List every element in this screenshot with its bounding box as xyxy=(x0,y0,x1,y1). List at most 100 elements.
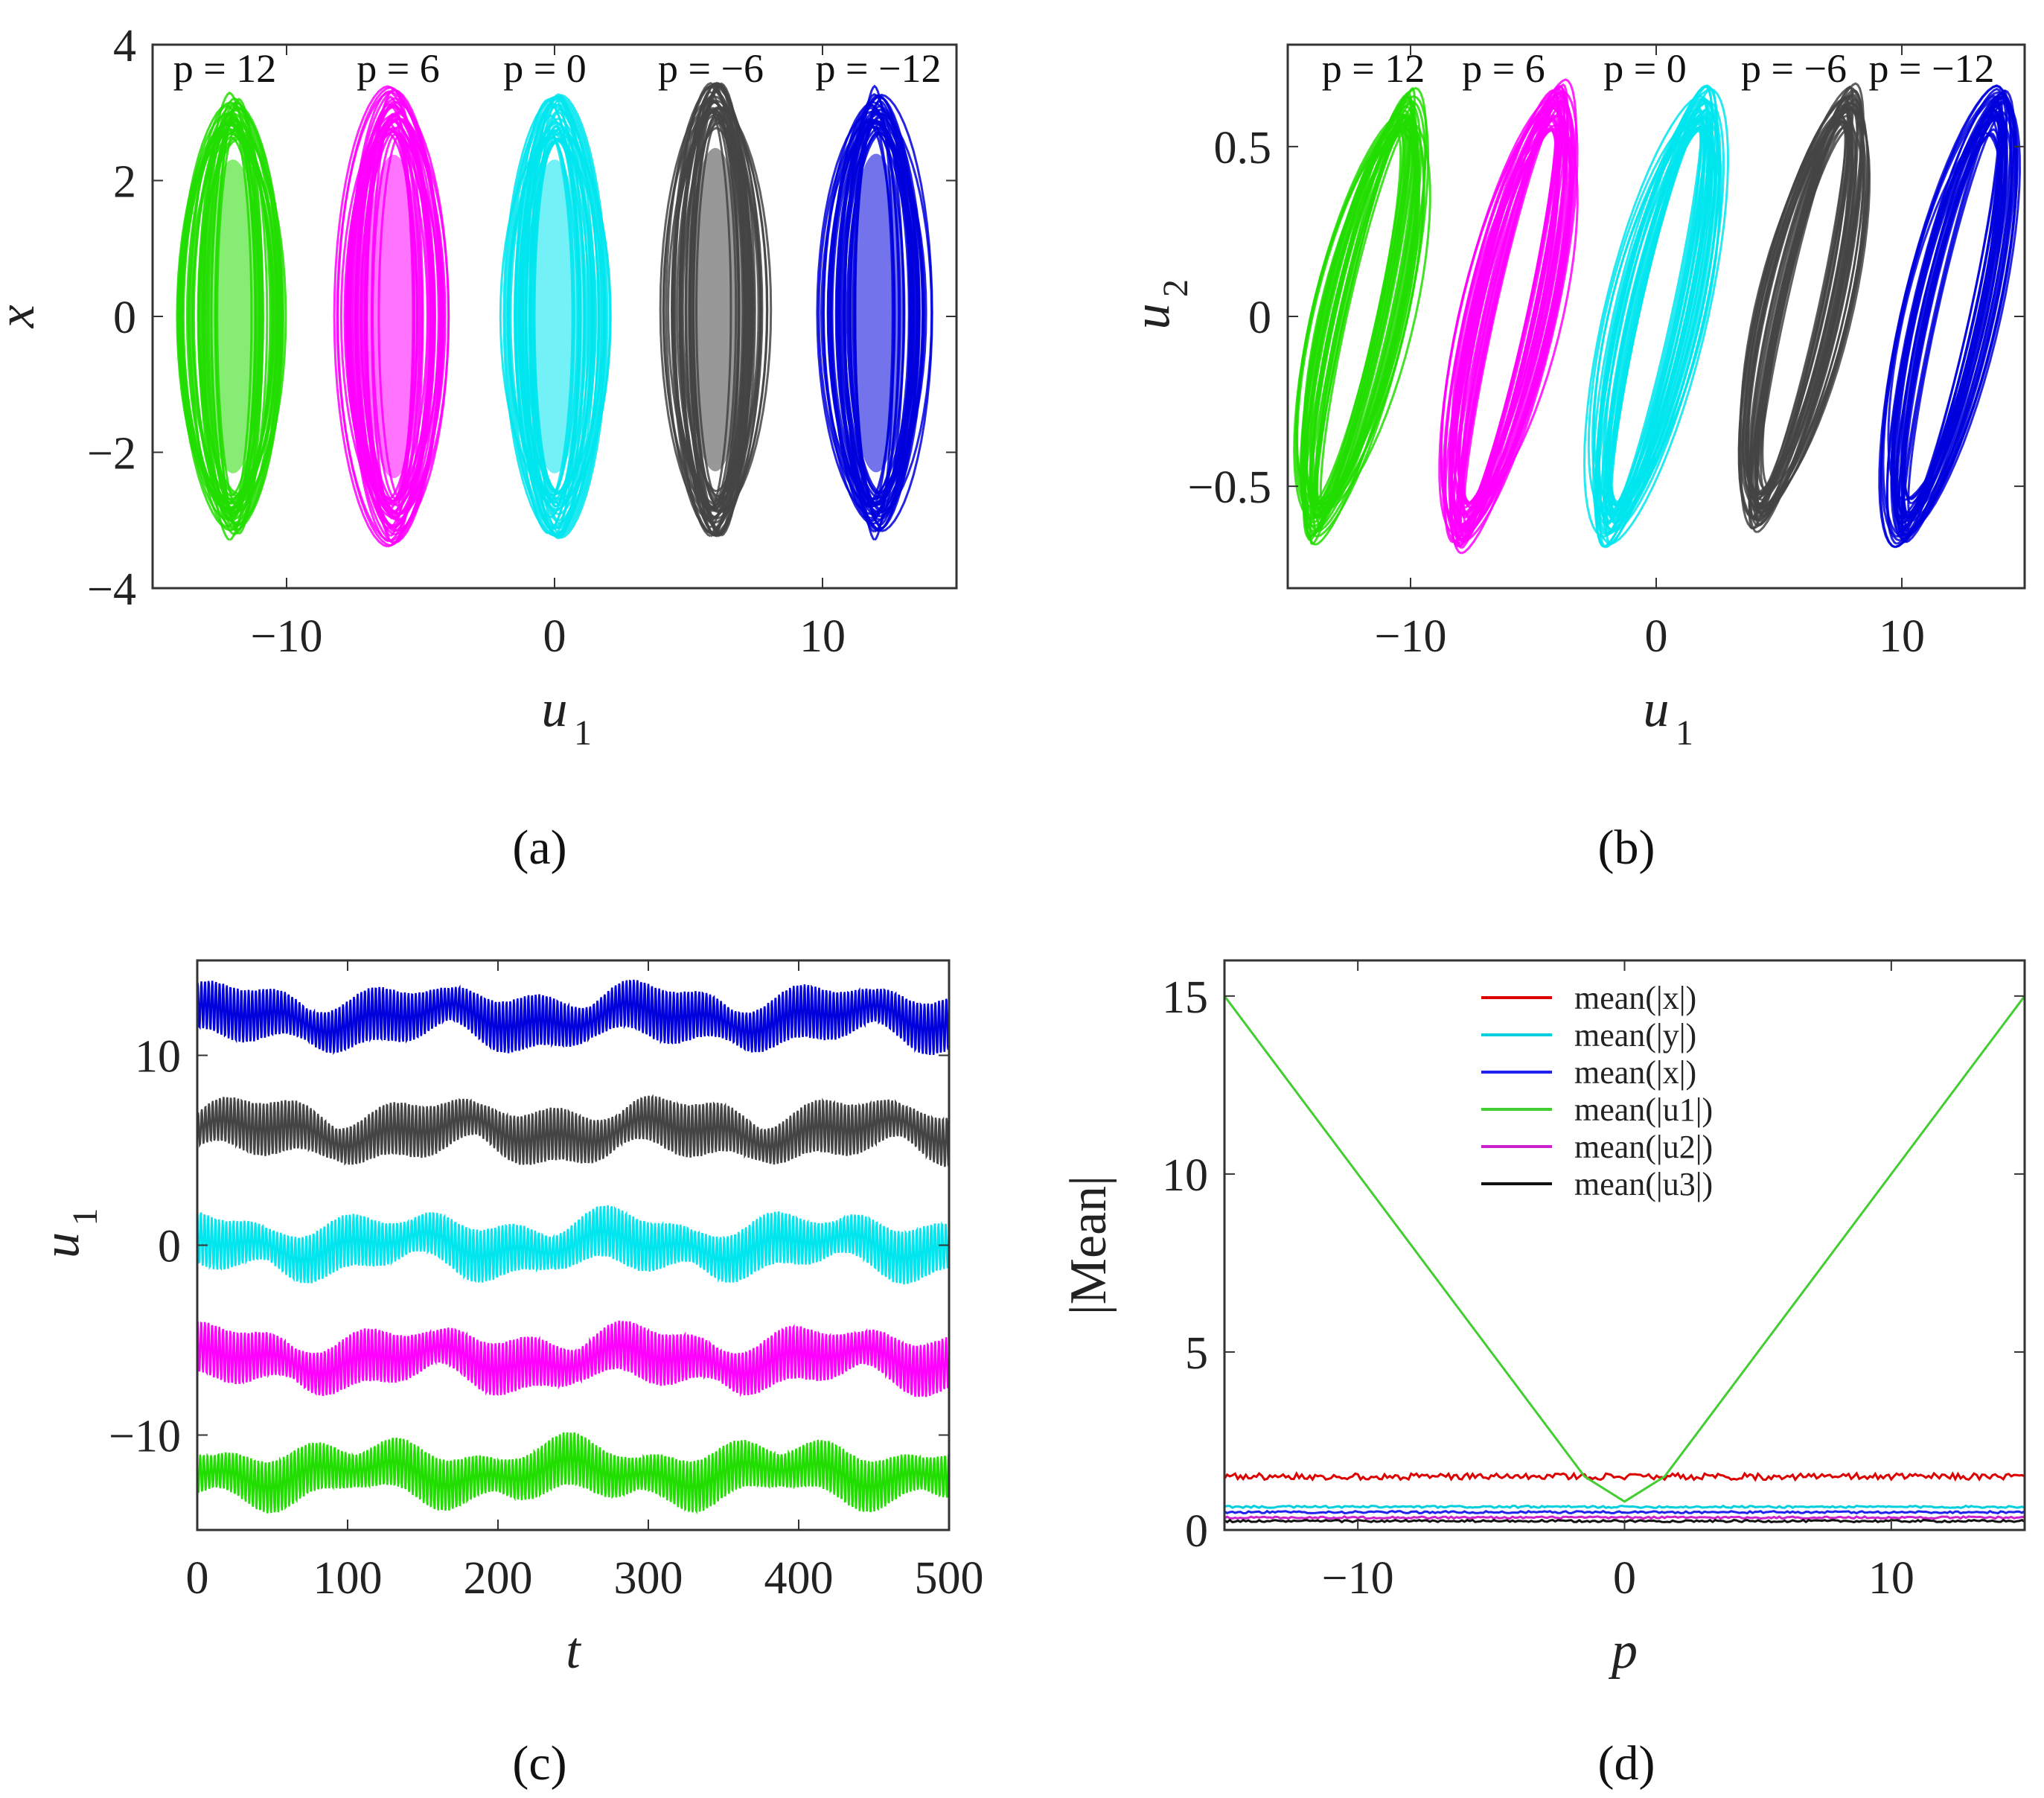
legend-label: mean(|y|) xyxy=(1574,1017,1696,1053)
y-axis-label-subscript: 2 xyxy=(1156,279,1195,297)
attractor-loop xyxy=(1457,99,1562,533)
x-axis-label-subscript: 1 xyxy=(1676,713,1693,753)
y-tick-label: −4 xyxy=(87,564,136,615)
attractor-loop xyxy=(1309,124,1425,509)
x-tick-label: 0 xyxy=(1613,1553,1636,1604)
attractor-loop xyxy=(1451,100,1577,533)
attractor-core xyxy=(203,159,263,474)
x-tick-label: −10 xyxy=(1375,611,1447,662)
y-axis-label: |Mean| xyxy=(1060,1176,1117,1315)
series-mean-x- xyxy=(1224,1509,2025,1515)
series-label: p = −12 xyxy=(1869,46,1995,91)
x-axis-label: p xyxy=(1608,1622,1638,1680)
attractor-loop xyxy=(1312,127,1419,506)
series-p-6 xyxy=(1438,78,1579,555)
y-axis-label: x xyxy=(0,305,45,328)
attractor-loop xyxy=(659,95,769,524)
y-axis-label: u xyxy=(1123,304,1181,330)
attractor-loop xyxy=(829,118,915,508)
series-p-12 xyxy=(196,1432,951,1515)
legend-label: mean(|u2|) xyxy=(1574,1129,1713,1165)
attractor-loop xyxy=(519,140,598,493)
panel-a: −10 0 10 −4 −2 0 2 4 u1 x (a) p = 12 p = 6 p = 0 p = −… xyxy=(0,21,958,875)
time-series-line xyxy=(196,979,951,1056)
attractor-loop xyxy=(1880,91,2019,542)
attractor-loop xyxy=(681,121,756,497)
attractor-loop xyxy=(187,101,285,532)
x-tick-label: 200 xyxy=(464,1553,533,1604)
series-p-0 xyxy=(196,1205,951,1285)
mean-line xyxy=(1224,1509,2025,1515)
series-mean-y- xyxy=(1224,1504,2025,1510)
series-mean-u2- xyxy=(1224,1515,2025,1520)
attractor-loop xyxy=(1591,88,1730,545)
x-tick-label: 0 xyxy=(1645,611,1668,662)
x-axis-label-subscript: 1 xyxy=(574,713,592,753)
series-label: p = −6 xyxy=(658,46,764,91)
x-axis-label: u xyxy=(542,680,568,738)
y-tick-label: −10 xyxy=(109,1412,181,1462)
attractor-loop xyxy=(1606,98,1709,534)
attractor-loop xyxy=(1598,85,1714,548)
series-label: p = 0 xyxy=(1603,46,1686,91)
mean-line xyxy=(1223,995,2026,1503)
time-series-line xyxy=(196,1320,951,1397)
x-tick-label: 500 xyxy=(915,1553,984,1604)
y-axis-label: u xyxy=(33,1232,90,1258)
panel-d: −10 0 10 0 5 10 15 p |Mean| (d) mean(|x|)mean(|y|)… xyxy=(1060,959,2026,1791)
y-tick-label: −0.5 xyxy=(1188,462,1271,513)
series-mean-u1- xyxy=(1223,995,2026,1503)
x-tick-label: 0 xyxy=(543,611,566,662)
legend-label: mean(|x|) xyxy=(1574,1054,1696,1091)
attractor-loop xyxy=(1597,100,1725,533)
legend-label: mean(|u3|) xyxy=(1574,1166,1713,1202)
y-tick-label: 0 xyxy=(1248,293,1271,343)
attractor-loop xyxy=(680,127,753,493)
panel-caption: (d) xyxy=(1598,1736,1655,1791)
x-tick-label: 400 xyxy=(764,1553,834,1604)
attractor-loop xyxy=(514,103,603,530)
x-tick-label: 100 xyxy=(313,1553,383,1604)
attractor-loop xyxy=(1902,132,2000,501)
y-tick-label: 4 xyxy=(113,21,136,71)
series-label: p = 0 xyxy=(503,46,586,91)
y-axis-label-subscript: 1 xyxy=(66,1208,105,1226)
attractor-loop xyxy=(840,108,921,518)
y-tick-label: 0.5 xyxy=(1214,123,1272,173)
series-label: p = −6 xyxy=(1741,46,1847,91)
y-tick-label: −2 xyxy=(87,429,136,479)
y-tick-label: 2 xyxy=(113,157,136,208)
attractor-core xyxy=(846,153,906,473)
attractor-loop xyxy=(1885,87,2008,545)
y-tick-label: 15 xyxy=(1162,972,1208,1023)
attractor-loop xyxy=(1303,100,1426,532)
legend: mean(|x|)mean(|y|)mean(|x|)mean(|u1|)mea… xyxy=(1481,980,1713,1202)
y-tick-label: 0 xyxy=(1185,1506,1208,1557)
attractor-core xyxy=(364,154,424,479)
series-p-0 xyxy=(1582,84,1730,549)
attractor-loop xyxy=(1748,85,1854,530)
series-p-12 xyxy=(1293,86,1431,546)
y-tick-label: 0 xyxy=(158,1222,181,1272)
attractor-loop xyxy=(333,85,442,548)
attractor-loop xyxy=(1456,83,1569,549)
series-p-12 xyxy=(816,84,933,541)
attractor-core xyxy=(525,159,584,474)
attractor-loop xyxy=(1890,112,2004,520)
attractor-loop xyxy=(349,117,450,516)
panel-c: 0 100 200 300 400 500 −10 0 10 t u 1 (c) xyxy=(33,959,984,1791)
series-p-6 xyxy=(333,85,450,548)
attractor-loop xyxy=(1449,78,1577,555)
mean-line xyxy=(1223,1471,2025,1482)
series-label: p = 12 xyxy=(1322,46,1425,91)
attractor-loop xyxy=(348,90,430,543)
series-label: p = 6 xyxy=(357,46,439,91)
series-p-12 xyxy=(176,91,287,541)
attractor-loop xyxy=(182,123,275,510)
series-p-6 xyxy=(196,1094,951,1167)
attractor-loop xyxy=(1438,98,1568,535)
series-label: p = 12 xyxy=(173,46,276,91)
